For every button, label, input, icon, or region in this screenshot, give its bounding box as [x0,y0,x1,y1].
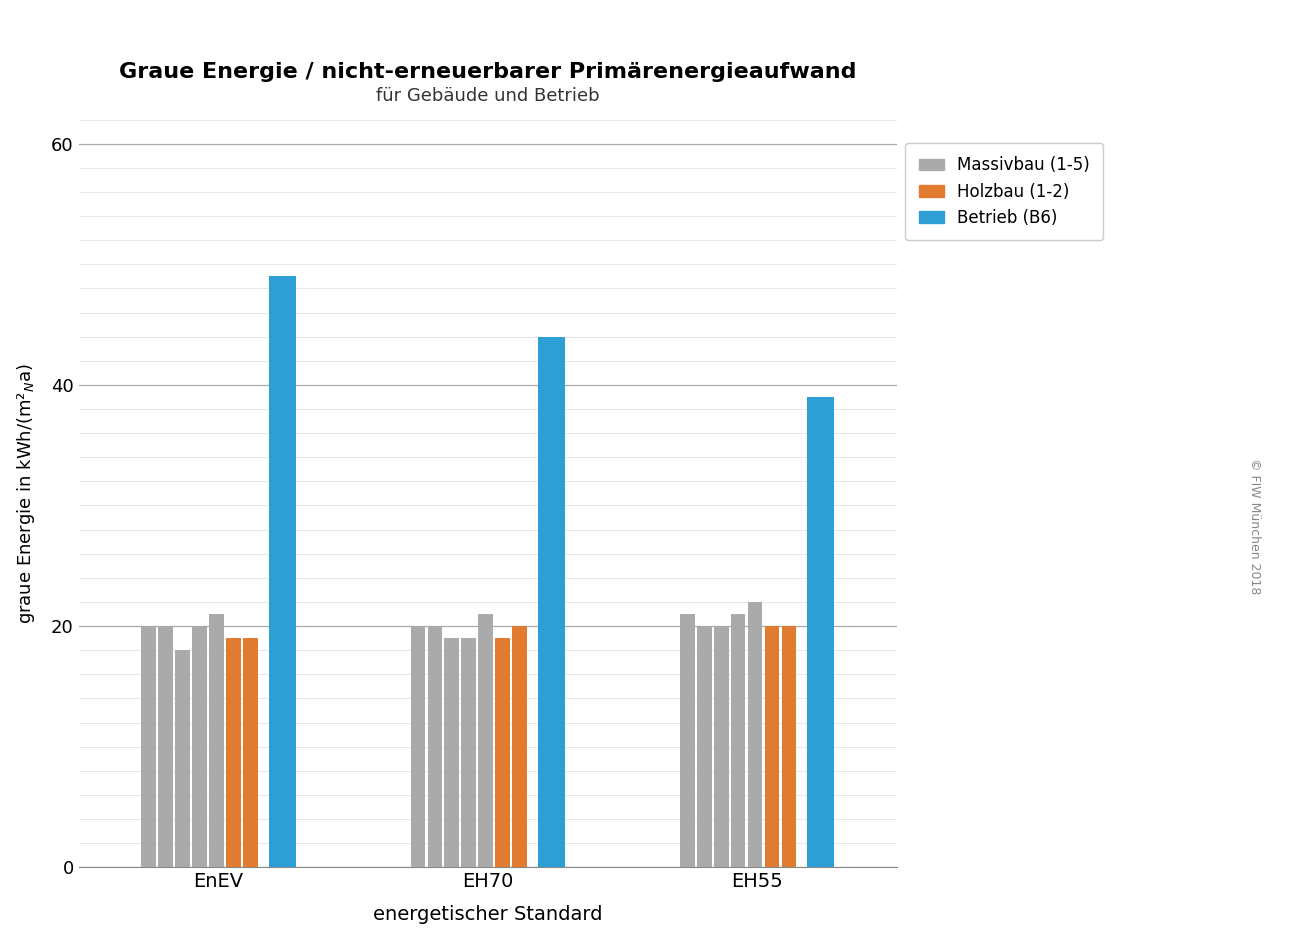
Y-axis label: graue Energie in kWh/(m²$_{N}$a): graue Energie in kWh/(m²$_{N}$a) [16,363,36,623]
Legend: Massivbau (1-5), Holzbau (1-2), Betrieb (B6): Massivbau (1-5), Holzbau (1-2), Betrieb … [905,143,1102,240]
Bar [176,650,190,868]
Bar [462,639,476,868]
Bar [764,626,780,868]
Bar [680,614,694,868]
Bar [209,614,224,868]
Bar [807,397,835,868]
Bar [731,614,745,868]
Bar [269,276,295,868]
Bar [411,626,425,868]
Bar [697,626,711,868]
Bar [192,626,207,868]
Bar [478,614,493,868]
Bar [142,626,156,868]
Bar [714,626,728,868]
Bar [428,626,442,868]
Bar [445,639,459,868]
Bar [512,626,527,868]
Bar [243,639,257,868]
Bar [538,337,564,868]
Bar [747,602,762,868]
Bar [495,639,510,868]
Bar [226,639,240,868]
Text: für Gebäude und Betrieb: für Gebäude und Betrieb [376,86,599,104]
Text: © FIW München 2018: © FIW München 2018 [1248,457,1261,594]
Bar [159,626,173,868]
X-axis label: energetischer Standard: energetischer Standard [373,905,602,924]
Title: Graue Energie / nicht-erneuerbarer Primärenergieaufwand: Graue Energie / nicht-erneuerbarer Primä… [120,62,857,82]
Bar [781,626,797,868]
